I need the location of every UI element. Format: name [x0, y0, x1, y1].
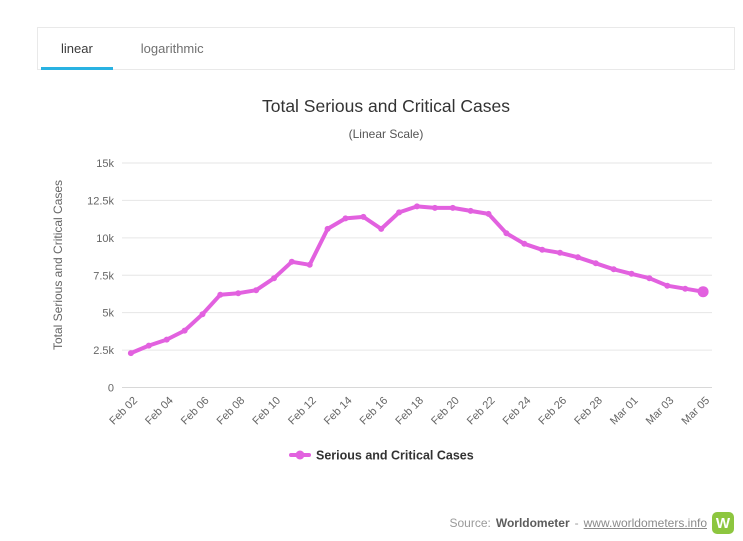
y-tick-label: 15k — [96, 158, 114, 170]
series-line — [128, 204, 706, 356]
data-point[interactable] — [271, 275, 277, 282]
data-point[interactable] — [414, 203, 420, 210]
data-point[interactable] — [449, 204, 456, 211]
legend-item[interactable]: Serious and Critical Cases — [289, 449, 474, 463]
data-point[interactable] — [664, 282, 671, 289]
worldometers-logo[interactable]: W — [712, 512, 734, 534]
data-point[interactable] — [539, 246, 546, 253]
data-point[interactable] — [199, 311, 206, 318]
x-tick-label: Mar 01 — [608, 395, 641, 428]
source-footer: Source: Worldometer - www.worldometers.i… — [449, 512, 734, 534]
data-point[interactable] — [592, 260, 599, 267]
chart-title: Total Serious and Critical Cases — [262, 96, 510, 116]
data-point[interactable] — [163, 336, 170, 343]
x-tick-label: Feb 14 — [322, 395, 355, 428]
y-tick-label: 7.5k — [93, 270, 114, 282]
scale-tab-bar: linear logarithmic — [37, 27, 735, 70]
tab-logarithmic[interactable]: logarithmic — [121, 28, 224, 69]
data-point[interactable] — [288, 258, 295, 265]
data-point[interactable] — [574, 254, 581, 261]
data-point[interactable] — [396, 209, 403, 216]
serious-critical-cases-chart: Total Serious and Critical Cases (Linear … — [51, 96, 712, 463]
tab-linear[interactable]: linear — [41, 28, 113, 70]
data-point[interactable] — [306, 261, 313, 268]
data-point[interactable] — [485, 210, 492, 217]
data-point[interactable] — [521, 240, 528, 247]
data-point[interactable] — [342, 215, 349, 222]
x-tick-label: Feb 28 — [572, 395, 605, 428]
tab-linear-label: linear — [61, 41, 93, 56]
data-point[interactable] — [253, 287, 260, 294]
legend-label: Serious and Critical Cases — [316, 449, 474, 463]
worldometers-logo-letter: W — [715, 514, 731, 532]
y-tick-label: 10k — [96, 233, 114, 245]
x-tick-label: Feb 04 — [143, 395, 176, 428]
data-point[interactable] — [360, 213, 367, 220]
data-point[interactable] — [181, 327, 188, 334]
x-tick-label: Feb 02 — [107, 395, 140, 428]
data-point[interactable] — [557, 249, 563, 256]
data-point[interactable] — [431, 204, 438, 211]
data-point[interactable] — [467, 207, 474, 214]
x-tick-label: Feb 16 — [358, 395, 391, 428]
y-tick-label: 12.5k — [87, 195, 114, 207]
data-point[interactable] — [324, 225, 331, 232]
x-tick-label: Mar 03 — [644, 395, 677, 428]
tab-logarithmic-label: logarithmic — [140, 41, 204, 56]
data-point[interactable] — [217, 291, 224, 298]
y-axis-title: Total Serious and Critical Cases — [51, 180, 65, 350]
x-tick-label: Feb 12 — [286, 395, 319, 428]
data-point[interactable] — [235, 290, 242, 297]
data-point[interactable] — [610, 266, 617, 273]
source-prefix: Source: — [449, 516, 491, 530]
data-point[interactable] — [145, 342, 152, 349]
data-point[interactable] — [378, 225, 385, 232]
x-tick-label: Feb 26 — [536, 395, 569, 428]
data-point[interactable] — [646, 275, 653, 282]
source-brand: Worldometer — [495, 516, 570, 530]
x-tick-label: Feb 06 — [179, 395, 212, 428]
data-point[interactable] — [503, 230, 510, 237]
legend-marker-dot-icon — [295, 450, 305, 460]
x-tick-label: Feb 18 — [393, 395, 426, 428]
x-tick-label: Feb 20 — [429, 395, 462, 428]
y-tick-label: 5k — [102, 308, 114, 320]
x-tick-label: Mar 05 — [679, 395, 712, 428]
x-tick-label: Feb 22 — [465, 395, 498, 428]
data-point[interactable] — [628, 270, 635, 277]
y-tick-label: 2.5k — [93, 345, 114, 357]
x-tick-label: Feb 08 — [215, 395, 248, 428]
active-tab-indicator — [41, 67, 113, 70]
source-separator: - — [574, 516, 579, 530]
chart-subtitle: (Linear Scale) — [349, 127, 424, 141]
data-point[interactable] — [127, 350, 134, 357]
y-tick-label: 0 — [108, 383, 114, 395]
source-link[interactable]: www.worldometers.info — [583, 516, 707, 530]
x-tick-label: Feb 24 — [501, 395, 534, 428]
x-tick-label: Feb 10 — [250, 395, 283, 428]
data-point[interactable] — [682, 285, 689, 292]
latest-data-point[interactable] — [697, 286, 709, 298]
